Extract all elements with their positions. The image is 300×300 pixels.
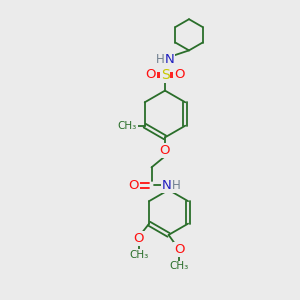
Text: O: O bbox=[174, 243, 184, 256]
Text: S: S bbox=[160, 68, 169, 82]
Text: CH₃: CH₃ bbox=[118, 121, 137, 131]
Text: H: H bbox=[172, 179, 181, 192]
Text: O: O bbox=[160, 144, 170, 158]
Text: CH₃: CH₃ bbox=[129, 250, 148, 260]
Text: N: N bbox=[162, 179, 172, 192]
Text: H: H bbox=[155, 53, 164, 66]
Text: O: O bbox=[128, 179, 139, 192]
Text: N: N bbox=[165, 53, 174, 66]
Text: CH₃: CH₃ bbox=[169, 261, 189, 272]
Text: O: O bbox=[145, 68, 156, 82]
Text: O: O bbox=[174, 68, 185, 82]
Text: O: O bbox=[134, 232, 144, 245]
